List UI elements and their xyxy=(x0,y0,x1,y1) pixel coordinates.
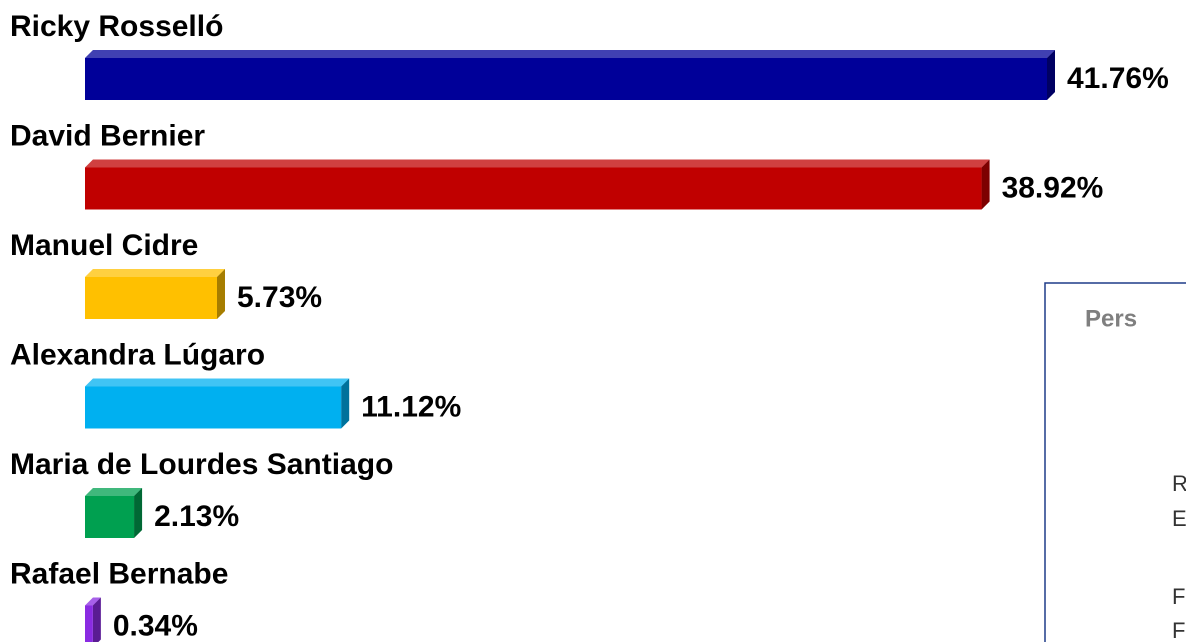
value-label: 41.76% xyxy=(1067,62,1169,95)
bar-side xyxy=(134,488,143,538)
value-label: 38.92% xyxy=(1002,171,1104,204)
bar-top-shade xyxy=(85,488,143,496)
bar-side-shade xyxy=(134,488,143,538)
category-label: David Bernier xyxy=(10,119,205,152)
bar-side-shade xyxy=(216,269,225,319)
bar-side-shade xyxy=(92,597,101,642)
bar xyxy=(85,496,135,538)
category-label: Alexandra Lúgaro xyxy=(10,338,265,371)
info-box xyxy=(1044,282,1186,642)
bar-side xyxy=(216,269,225,319)
bar-top-shade xyxy=(85,50,1055,58)
bar-side-shade xyxy=(981,159,990,210)
box-line: F xyxy=(1172,584,1185,609)
bar-top xyxy=(85,50,1055,58)
box-line: F xyxy=(1172,618,1185,642)
bar-top xyxy=(85,378,350,387)
value-label: 11.12% xyxy=(361,390,461,423)
category-label: Ricky Rosselló xyxy=(10,10,223,43)
box-line: E xyxy=(1172,506,1186,531)
value-label: 0.34% xyxy=(113,609,198,642)
bar-side xyxy=(981,159,990,210)
bar-top xyxy=(85,269,225,277)
category-label: Rafael Bernabe xyxy=(10,557,228,590)
category-label: Maria de Lourdes Santiago xyxy=(10,448,393,481)
bar xyxy=(85,277,217,319)
box-line: R xyxy=(1172,471,1186,496)
bar xyxy=(85,167,982,210)
bar-top xyxy=(85,488,143,496)
bar-top xyxy=(85,597,101,606)
bar-top-shade xyxy=(85,269,225,277)
box-title: Pers xyxy=(1085,305,1137,332)
value-label: 5.73% xyxy=(237,281,322,314)
bar-top-shade xyxy=(85,597,101,606)
bar-top xyxy=(85,159,990,168)
bar-side xyxy=(341,378,350,429)
bar-top-shade xyxy=(85,159,990,168)
bar-side-shade xyxy=(341,378,350,429)
bar-top-shade xyxy=(85,378,350,387)
bar xyxy=(85,605,93,642)
value-label: 2.13% xyxy=(154,500,239,533)
bar-side-shade xyxy=(1047,50,1055,100)
bar-side xyxy=(1047,50,1055,100)
bar-side xyxy=(92,597,101,642)
bar xyxy=(85,386,342,429)
category-label: Manuel Cidre xyxy=(10,229,198,262)
bar xyxy=(85,58,1047,100)
